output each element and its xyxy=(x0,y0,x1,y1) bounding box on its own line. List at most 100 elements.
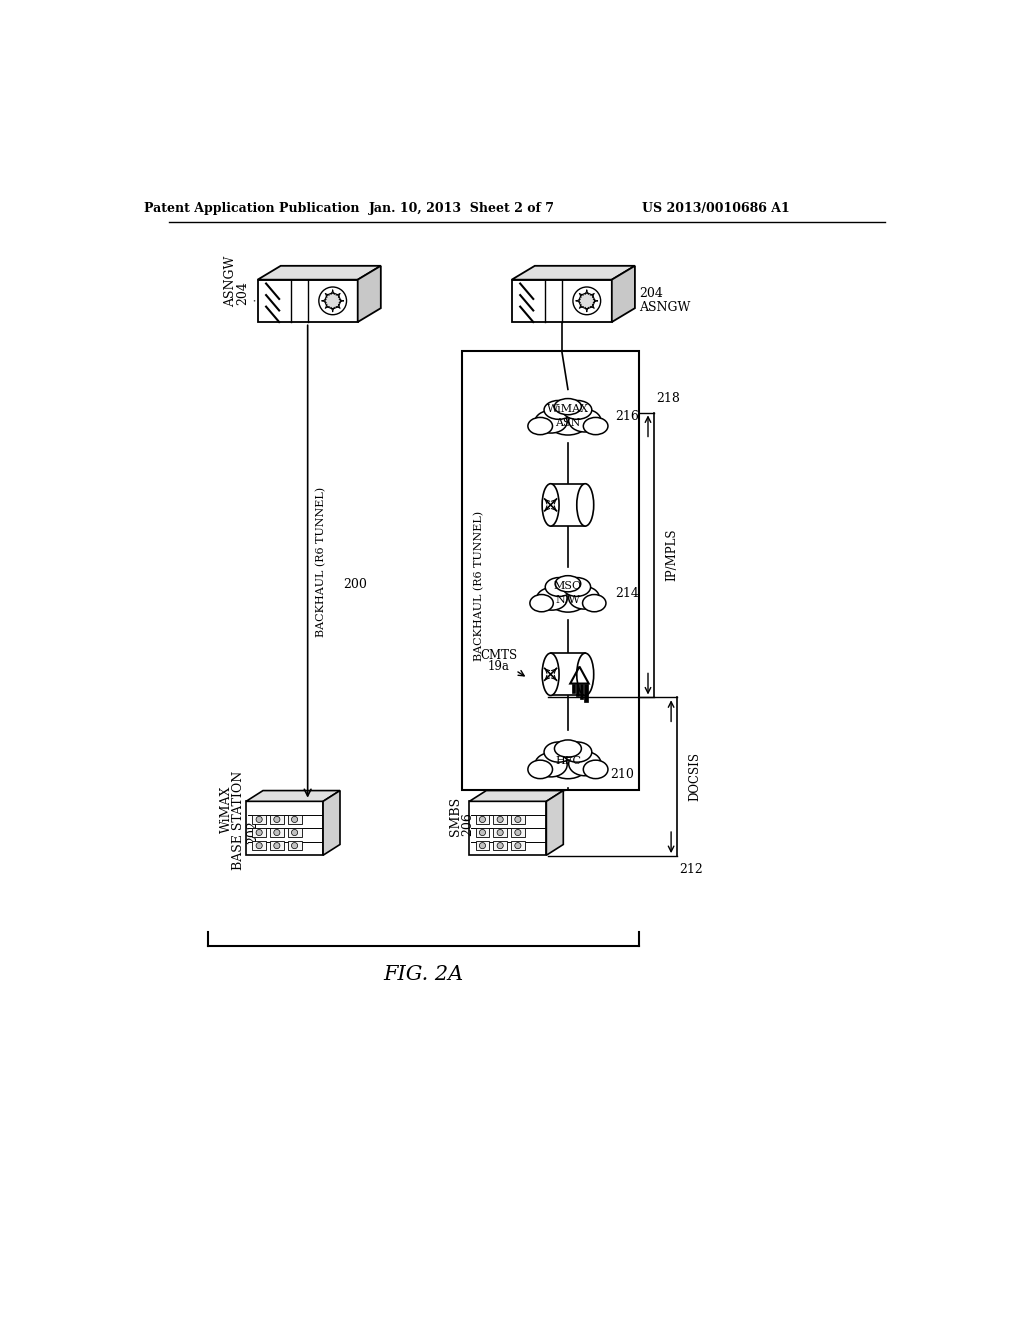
Ellipse shape xyxy=(554,399,582,414)
Ellipse shape xyxy=(542,483,559,527)
Text: BACKHAUL (R6 TUNNEL): BACKHAUL (R6 TUNNEL) xyxy=(316,487,327,636)
Text: 218: 218 xyxy=(655,392,680,405)
Circle shape xyxy=(497,816,503,822)
Circle shape xyxy=(479,816,485,822)
Text: 210: 210 xyxy=(610,768,634,781)
Ellipse shape xyxy=(568,409,601,432)
Circle shape xyxy=(256,816,262,822)
Text: MSO: MSO xyxy=(554,581,582,591)
Bar xyxy=(511,841,524,850)
Circle shape xyxy=(256,829,262,836)
Ellipse shape xyxy=(547,747,589,779)
Text: 214: 214 xyxy=(615,587,640,601)
Text: ASN: ASN xyxy=(555,417,581,428)
Text: DOCSIS: DOCSIS xyxy=(688,752,701,801)
Text: ASNGW: ASNGW xyxy=(224,256,238,308)
Ellipse shape xyxy=(568,751,601,776)
Bar xyxy=(475,828,489,837)
Text: Jan. 10, 2013  Sheet 2 of 7: Jan. 10, 2013 Sheet 2 of 7 xyxy=(369,202,555,215)
Circle shape xyxy=(479,842,485,849)
Ellipse shape xyxy=(568,586,599,609)
Bar xyxy=(475,814,489,824)
Text: 204: 204 xyxy=(639,286,663,300)
Text: N/W: N/W xyxy=(555,594,581,605)
Text: 212: 212 xyxy=(679,863,702,876)
Circle shape xyxy=(325,293,340,309)
Circle shape xyxy=(515,816,521,822)
Bar xyxy=(288,841,301,850)
Polygon shape xyxy=(547,791,563,855)
Ellipse shape xyxy=(562,742,592,762)
Ellipse shape xyxy=(535,752,567,777)
Bar xyxy=(585,684,588,702)
Text: WiMAX: WiMAX xyxy=(220,785,233,833)
Text: WiMAX: WiMAX xyxy=(547,404,589,413)
Text: 202: 202 xyxy=(246,820,259,843)
Text: 204: 204 xyxy=(236,281,249,305)
Text: 216: 216 xyxy=(615,409,640,422)
Bar xyxy=(577,684,580,696)
Ellipse shape xyxy=(542,653,559,696)
Bar xyxy=(252,828,266,837)
Ellipse shape xyxy=(537,587,567,610)
Polygon shape xyxy=(323,791,340,855)
Polygon shape xyxy=(258,265,381,280)
Text: HFC: HFC xyxy=(555,755,581,766)
Ellipse shape xyxy=(529,594,553,611)
Text: Patent Application Publication: Patent Application Publication xyxy=(144,202,360,215)
Ellipse shape xyxy=(555,576,581,591)
Ellipse shape xyxy=(544,742,573,762)
Circle shape xyxy=(273,842,280,849)
Bar xyxy=(270,841,284,850)
Bar xyxy=(475,841,489,850)
Text: 19a: 19a xyxy=(487,660,510,673)
Polygon shape xyxy=(357,265,381,322)
Ellipse shape xyxy=(584,417,608,434)
Circle shape xyxy=(572,286,601,314)
Ellipse shape xyxy=(577,483,594,527)
Bar xyxy=(494,828,507,837)
Ellipse shape xyxy=(583,594,606,611)
Bar xyxy=(494,814,507,824)
Bar xyxy=(511,814,524,824)
Ellipse shape xyxy=(562,400,592,420)
Polygon shape xyxy=(469,791,563,801)
Text: 200: 200 xyxy=(343,578,368,591)
Ellipse shape xyxy=(528,760,553,779)
Ellipse shape xyxy=(563,578,591,597)
Circle shape xyxy=(497,842,503,849)
Polygon shape xyxy=(246,791,340,801)
Bar xyxy=(288,828,301,837)
Text: BACKHAUL (R6 TUNNEL): BACKHAUL (R6 TUNNEL) xyxy=(473,511,483,661)
Text: US 2013/0010686 A1: US 2013/0010686 A1 xyxy=(642,202,790,215)
Circle shape xyxy=(273,829,280,836)
Text: BASE STATION: BASE STATION xyxy=(231,771,245,870)
Ellipse shape xyxy=(545,578,573,597)
Text: 206: 206 xyxy=(462,813,474,837)
Text: ASNGW: ASNGW xyxy=(639,301,690,314)
Text: IP/MPLS: IP/MPLS xyxy=(665,529,678,581)
Polygon shape xyxy=(512,265,635,280)
Bar xyxy=(288,814,301,824)
Polygon shape xyxy=(611,265,635,322)
Ellipse shape xyxy=(547,405,589,436)
Ellipse shape xyxy=(528,417,553,434)
Ellipse shape xyxy=(577,653,594,696)
Text: CMTS: CMTS xyxy=(480,648,517,661)
Circle shape xyxy=(479,829,485,836)
Circle shape xyxy=(292,829,298,836)
Circle shape xyxy=(256,842,262,849)
Bar xyxy=(270,828,284,837)
Polygon shape xyxy=(551,653,586,696)
Polygon shape xyxy=(469,801,547,855)
Ellipse shape xyxy=(544,400,573,420)
Polygon shape xyxy=(512,280,611,322)
Ellipse shape xyxy=(535,411,567,433)
Ellipse shape xyxy=(584,760,608,779)
Bar xyxy=(252,841,266,850)
Text: FIG. 2A: FIG. 2A xyxy=(383,965,463,985)
Circle shape xyxy=(292,842,298,849)
Circle shape xyxy=(515,842,521,849)
Circle shape xyxy=(292,816,298,822)
Polygon shape xyxy=(246,801,323,855)
